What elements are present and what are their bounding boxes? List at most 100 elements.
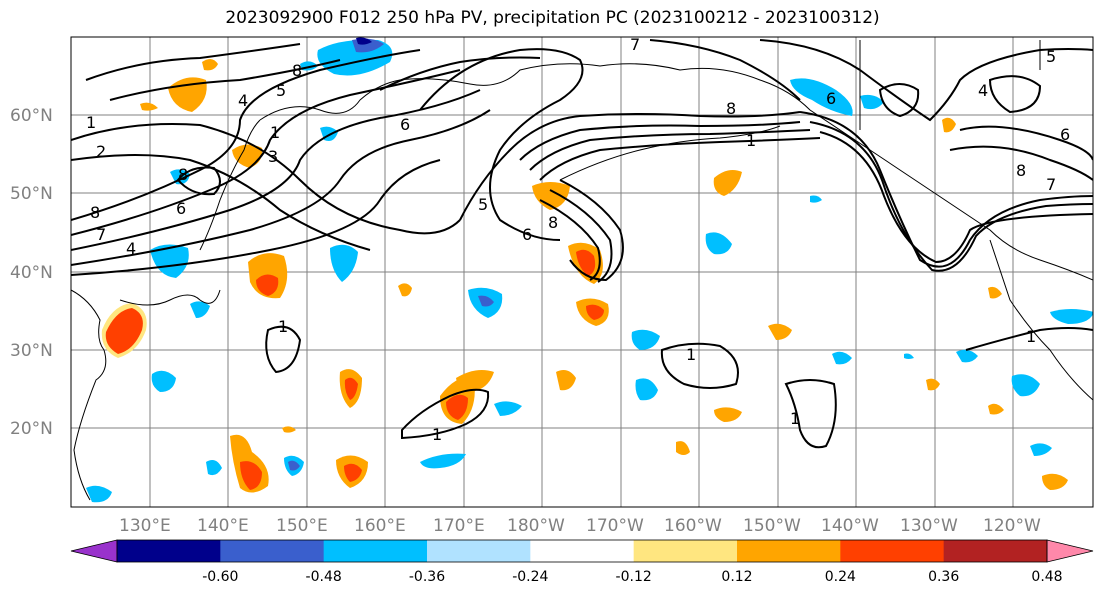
- pv-contour: [519, 121, 801, 161]
- colorbar-tick-label: -0.24: [512, 569, 548, 585]
- colorbar-segment: [427, 540, 531, 562]
- pv-label: 8: [292, 61, 302, 80]
- pv-contour: [539, 199, 601, 281]
- precip-positive: [240, 461, 262, 490]
- precip-positive: [988, 286, 1002, 299]
- precip-positive: [456, 370, 494, 392]
- lat-label-60n: 60°N: [10, 106, 53, 126]
- colorbar: -0.60 -0.48 -0.36 -0.24 -0.12 0.12 0.24 0.36 0.4…: [70, 539, 1094, 585]
- pv-contours: [71, 39, 1093, 449]
- precip-negative: [206, 460, 222, 476]
- precip-negative: [478, 295, 494, 307]
- precip-negative: [956, 349, 978, 363]
- pv-contour: [459, 111, 801, 221]
- lon-label: 150°W: [743, 516, 801, 536]
- precip-negative: [494, 401, 522, 416]
- lat-label-20n: 20°N: [10, 419, 53, 439]
- precip-negative: [151, 370, 176, 392]
- map-frame: [70, 36, 1094, 508]
- pv-label: 8: [1016, 161, 1026, 180]
- pv-label: 3: [268, 147, 278, 166]
- pv-contour: [809, 121, 1093, 272]
- colorbar-segment: [220, 540, 325, 562]
- pv-contour: [71, 154, 371, 251]
- lon-label: 170°W: [586, 516, 644, 536]
- lon-label: 140°E: [197, 516, 249, 536]
- pv-label: 8: [178, 165, 188, 184]
- precip-positive: [676, 441, 690, 455]
- longitude-labels: 130°E 140°E 150°E 160°E 170°E 180°W 170°…: [119, 516, 1041, 536]
- pv-label: 4: [126, 239, 136, 258]
- colorbar-ticks: -0.60 -0.48 -0.36 -0.24 -0.12 0.12 0.24 0.36 0.4…: [202, 569, 1062, 585]
- colorbar-tick-label: -0.36: [409, 569, 445, 585]
- pv-contour: [949, 145, 1093, 181]
- pv-label: 1: [746, 131, 756, 150]
- latitude-labels: 60°N 50°N 40°N 30°N 20°N: [10, 106, 53, 439]
- map-panel: 1 2 8 7 6 4 5 3 8 7 1 8 6 5 6 8 1 1 1 1: [70, 35, 1094, 508]
- pv-label: 5: [1046, 47, 1056, 66]
- precip-positive: [398, 283, 412, 297]
- precip-negative: [705, 232, 732, 255]
- precip-positive: [105, 308, 143, 354]
- precip-negative: [190, 301, 210, 318]
- colorbar-tick-label: -0.12: [616, 569, 652, 585]
- colorbar-segment: [117, 540, 221, 562]
- precip-positive: [446, 394, 468, 420]
- lon-label: 170°E: [433, 516, 485, 536]
- pv-contour: [988, 75, 1042, 114]
- precip-positive: [344, 377, 358, 400]
- pv-contour: [176, 166, 221, 196]
- pv-contour: [784, 379, 837, 449]
- precip-negative: [635, 378, 658, 401]
- pv-label: 8: [548, 213, 558, 232]
- pv-contour: [799, 111, 1093, 268]
- coastline-north-america: [989, 239, 1093, 401]
- coastline-asia: [71, 289, 107, 501]
- lon-label: 140°W: [821, 516, 879, 536]
- pv-contour: [85, 43, 301, 81]
- pv-label: 2: [96, 142, 106, 161]
- pv-contour: [379, 56, 541, 91]
- precip-positive: [942, 117, 956, 133]
- precip-negative: [631, 329, 660, 350]
- precip-positive: [202, 58, 218, 71]
- pv-label: 6: [1060, 125, 1070, 144]
- pv-contour: [660, 342, 739, 389]
- precip-positive: [256, 274, 279, 296]
- lon-label: 130°W: [900, 516, 958, 536]
- colorbar-extend-min: [70, 539, 118, 563]
- lat-label-50n: 50°N: [10, 184, 53, 204]
- pv-label: 6: [522, 225, 532, 244]
- precip-positive: [140, 102, 158, 111]
- map-title: 2023092900 F012 250 hPa PV, precipitatio…: [225, 8, 880, 28]
- pv-contour: [819, 131, 1093, 264]
- precip-positive: [532, 182, 570, 210]
- colorbar-tick-label: 0.12: [721, 569, 752, 585]
- precip-negative: [810, 195, 822, 203]
- colorbar-segment: [943, 540, 1048, 562]
- precip-positive: [714, 407, 742, 422]
- lat-label-40n: 40°N: [10, 263, 53, 283]
- colorbar-tick-label: -0.60: [202, 569, 238, 585]
- pv-contour: [71, 109, 491, 266]
- precip-positive: [586, 304, 604, 320]
- pv-label: 8: [90, 203, 100, 222]
- coastline-sakhalin: [199, 119, 261, 251]
- colorbar-segments: [117, 540, 1048, 562]
- pv-contour: [539, 137, 821, 181]
- pv-label: 4: [978, 81, 988, 100]
- precip-negative: [330, 244, 358, 282]
- precip-positive: [282, 426, 296, 433]
- pv-contour: [759, 39, 1093, 122]
- pv-contour: [265, 325, 302, 374]
- pv-contour: [549, 189, 613, 283]
- precip-positive: [768, 323, 792, 340]
- precip-positive: [576, 249, 596, 276]
- precip-positive: [344, 463, 362, 482]
- pv-label: 1: [270, 123, 280, 142]
- pv-label: 7: [630, 35, 640, 54]
- precip-positive: [713, 170, 742, 196]
- pv-label: 1: [1026, 327, 1036, 346]
- pv-contour: [419, 48, 584, 241]
